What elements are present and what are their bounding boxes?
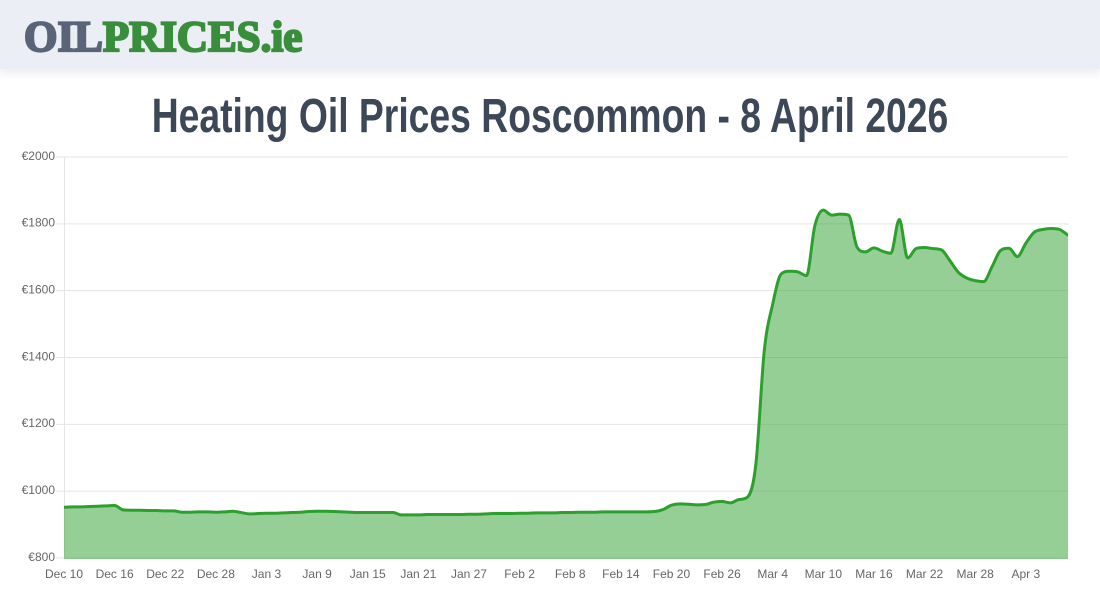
svg-text:Apr 3: Apr 3 bbox=[1011, 567, 1040, 581]
svg-text:€800: €800 bbox=[28, 550, 55, 564]
svg-text:Jan 21: Jan 21 bbox=[400, 567, 436, 581]
svg-text:Mar 10: Mar 10 bbox=[805, 567, 843, 581]
svg-text:€1600: €1600 bbox=[22, 282, 56, 296]
svg-text:€1400: €1400 bbox=[22, 349, 56, 363]
svg-text:Feb 8: Feb 8 bbox=[555, 567, 586, 581]
svg-text:Jan 9: Jan 9 bbox=[302, 567, 332, 581]
svg-text:Mar 22: Mar 22 bbox=[906, 567, 944, 581]
svg-text:Feb 2: Feb 2 bbox=[504, 567, 535, 581]
svg-text:€2000: €2000 bbox=[22, 149, 56, 163]
svg-text:Jan 3: Jan 3 bbox=[252, 567, 282, 581]
svg-text:Dec 28: Dec 28 bbox=[197, 567, 235, 581]
svg-text:Feb 26: Feb 26 bbox=[703, 567, 741, 581]
svg-text:Jan 15: Jan 15 bbox=[350, 567, 386, 581]
svg-text:Mar 16: Mar 16 bbox=[855, 567, 893, 581]
svg-text:Dec 16: Dec 16 bbox=[96, 567, 134, 581]
svg-text:Mar 4: Mar 4 bbox=[757, 567, 788, 581]
svg-text:OILPRICES.ie: OILPRICES.ie bbox=[24, 14, 302, 61]
svg-text:Mar 28: Mar 28 bbox=[957, 567, 995, 581]
svg-text:Dec 10: Dec 10 bbox=[45, 567, 83, 581]
svg-text:Dec 22: Dec 22 bbox=[146, 567, 184, 581]
svg-text:€1800: €1800 bbox=[22, 216, 56, 230]
svg-text:€1200: €1200 bbox=[22, 416, 56, 430]
svg-text:Feb 14: Feb 14 bbox=[602, 567, 640, 581]
svg-text:Feb 20: Feb 20 bbox=[653, 567, 691, 581]
svg-text:Jan 27: Jan 27 bbox=[451, 567, 487, 581]
svg-text:€1000: €1000 bbox=[22, 483, 56, 497]
